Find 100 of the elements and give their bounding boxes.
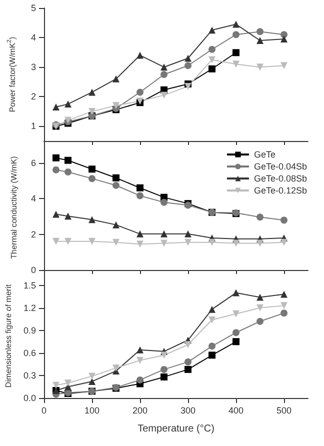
point [184,62,192,70]
point [160,366,168,373]
point [232,289,240,296]
point [280,302,288,310]
point [52,238,60,245]
point [232,20,240,28]
y-tick-label: 0.0 [23,393,36,403]
y-tick-label: 1.2 [23,302,36,313]
point [184,230,192,238]
point [136,192,144,200]
point [52,104,60,111]
point [208,316,216,324]
legend-label: GeTe-0.08Sb [254,174,308,184]
point [88,372,96,380]
y-tick-label: 0.9 [23,325,36,336]
point [136,346,144,354]
point [184,366,192,373]
point [208,56,216,64]
point [232,329,240,336]
point [232,49,240,56]
point [232,310,240,318]
point [256,240,264,247]
y-axis-title: Thermal conductivity (W/mK) [10,156,18,259]
point [52,154,60,162]
x-tick-label: 300 [180,406,196,416]
point [184,82,192,90]
point [256,214,264,221]
x-tick-label: 0 [41,406,47,416]
point [160,373,168,380]
point [64,238,72,245]
point [88,166,96,173]
y-tick-label: 6 [30,158,36,168]
point [160,71,168,78]
point [136,230,144,238]
point [136,376,144,384]
point [160,240,168,247]
point [208,306,216,313]
point [208,238,216,246]
point [280,290,288,298]
y-tick-label: 1 [30,121,36,132]
point [256,304,264,312]
y-tick-label: 3 [30,62,36,72]
x-axis-title: Temperature (°C) [138,424,214,434]
point [280,62,288,70]
point [280,216,288,224]
point [64,156,72,164]
point [256,37,264,44]
point [52,382,60,389]
point [88,175,96,182]
legend-label: GeTe-0.04Sb [254,162,308,172]
point [256,294,264,301]
point [256,64,264,71]
x-tick-label: 200 [132,406,148,416]
point [184,54,192,62]
point [280,31,288,38]
point [112,364,120,372]
point [256,318,264,325]
legend-label: GeTe-0.12Sb [254,186,308,196]
point [136,88,144,96]
legend-label: GeTe [254,150,276,160]
point [160,198,168,206]
point [232,240,240,247]
point [184,238,192,246]
point [160,64,168,71]
point [88,238,96,245]
point [280,36,288,43]
point [256,28,264,36]
y-axis-title: Dimensionless figure of merit [4,284,14,388]
y-tick-label: 1.5 [23,280,36,290]
point [184,341,192,348]
point [52,210,60,218]
point [112,174,120,182]
point [136,356,144,364]
y-tick-label: 0 [30,265,36,275]
point [88,88,96,96]
point [112,238,120,246]
point [64,379,72,386]
point [232,338,240,346]
x-tick-label: 400 [228,406,244,416]
point [208,352,216,359]
point [136,52,144,59]
point [52,166,60,174]
point [64,168,72,176]
point [136,184,144,192]
y-tick-label: 5 [30,3,36,13]
point [64,212,72,220]
point [208,26,216,34]
point [184,358,192,366]
point [112,102,120,110]
point [160,92,168,99]
point [280,310,288,317]
point [112,182,120,189]
point [136,240,144,248]
point [208,342,216,350]
point [208,46,216,53]
point [232,60,240,68]
x-tick-label: 100 [84,406,100,416]
y-tick-label: 0.6 [23,348,36,358]
point [88,216,96,224]
y-tick-label: 0.3 [23,370,36,380]
